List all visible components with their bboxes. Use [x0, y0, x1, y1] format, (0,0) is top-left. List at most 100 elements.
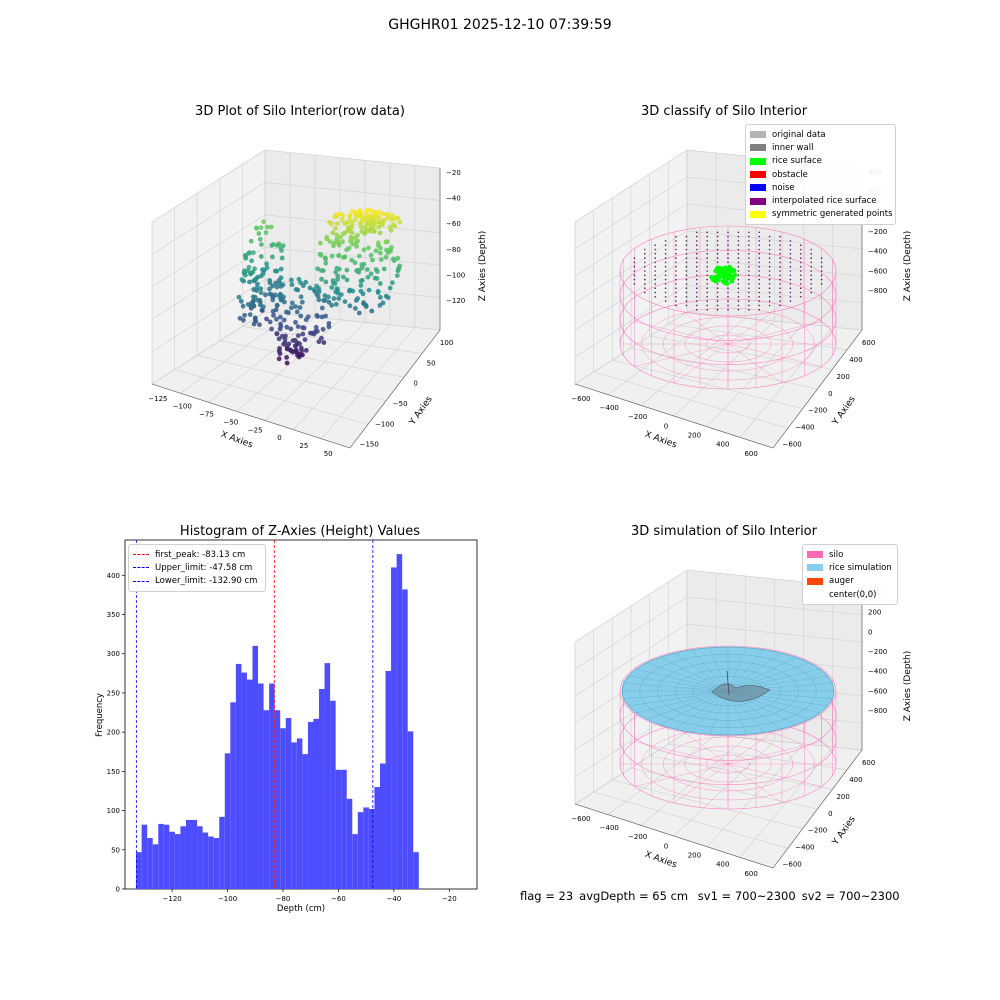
y-tick-label: 100 [107, 807, 120, 815]
y-tick-label: 200 [107, 729, 120, 737]
surface-mesh-line [623, 690, 729, 699]
interpolated-point [748, 270, 750, 272]
data-point [331, 296, 337, 301]
interpolated-point [748, 244, 750, 246]
interpolated-point [727, 291, 729, 294]
interpolated-point [737, 257, 740, 259]
x-tick-label: −40 [386, 895, 401, 903]
data-point [384, 212, 389, 218]
interpolated-point [716, 244, 719, 246]
data-point [380, 211, 385, 217]
interpolated-point [685, 235, 688, 238]
interpolated-point [758, 291, 760, 294]
data-point [311, 287, 317, 292]
data-point [309, 330, 315, 336]
data-point [284, 355, 289, 360]
data-point [257, 322, 262, 328]
y-tick-label: 0 [828, 390, 832, 398]
data-point [390, 256, 396, 262]
data-point [299, 299, 305, 305]
legend-label: symmetric generated points [772, 209, 893, 220]
interpolated-point [675, 291, 677, 294]
data-point [368, 221, 374, 227]
legend-swatch [807, 564, 823, 572]
data-point [326, 324, 332, 330]
surface-mesh-line [646, 690, 729, 720]
x-tick-label: −60 [331, 895, 346, 903]
z-tick-label: 0 [868, 628, 872, 636]
interpolated-point [779, 257, 781, 259]
interpolated-point [685, 240, 688, 242]
interpolated-point [716, 287, 719, 290]
interpolated-point [654, 287, 656, 290]
data-point [381, 266, 387, 272]
interpolated-point [685, 291, 688, 294]
data-point [258, 290, 264, 296]
x-tick-label: −600 [571, 395, 590, 403]
histogram-bar [341, 769, 347, 889]
data-point [254, 225, 259, 231]
data-point [267, 291, 273, 297]
surface-mesh-line [727, 652, 782, 692]
x-tick-label: −100 [173, 403, 192, 411]
rice-point [721, 274, 726, 279]
x-axis-line [574, 803, 774, 869]
data-point [378, 294, 383, 300]
histogram-bar [324, 663, 331, 889]
rice-surface-points [709, 264, 738, 286]
interpolated-point [644, 248, 646, 251]
interpolated-point [789, 300, 792, 302]
interpolated-point [789, 240, 792, 242]
interpolated-point [706, 291, 708, 294]
rice-point [717, 275, 722, 280]
interpolated-point [675, 270, 677, 272]
data-point [323, 279, 329, 285]
data-point [372, 215, 378, 221]
grid-line [574, 623, 863, 697]
data-point [274, 303, 280, 309]
interpolated-point [727, 235, 729, 238]
interpolated-point [737, 300, 740, 302]
data-point [336, 291, 341, 296]
data-point [246, 264, 252, 270]
interpolated-point [664, 265, 667, 268]
interpolated-point [800, 291, 802, 294]
interpolated-point [768, 283, 771, 285]
rice-point [729, 267, 734, 272]
data-point [267, 280, 273, 286]
interpolated-point [654, 291, 656, 294]
x-tick-label: −600 [571, 815, 590, 823]
surface-mesh-line [674, 690, 729, 730]
x-axis-label: X Axies [643, 850, 678, 871]
legend-label: silo [829, 549, 844, 560]
grid-line [293, 324, 391, 430]
x-tick-label: 200 [688, 852, 701, 860]
interpolated-point [789, 261, 792, 264]
legend-swatch [807, 577, 823, 585]
interpolated-point [737, 248, 740, 251]
legend-item-auger: auger [807, 575, 893, 588]
interpolated-point [727, 261, 729, 264]
y-axis-line [772, 329, 863, 449]
data-point [273, 307, 279, 313]
data-point [335, 277, 340, 282]
y-tick-labels: 100 50 0 −50 −100 −150 [360, 339, 454, 448]
legend-swatch [750, 157, 766, 165]
interpolated-point [748, 287, 750, 290]
legend-swatch [750, 171, 766, 179]
interpolated-point [810, 253, 812, 255]
interpolated-point [737, 265, 740, 268]
x-tick-labels: −125 −100 −75 −50 −25 0 25 50 [148, 395, 332, 458]
data-point [264, 261, 269, 267]
silo-floor-spoke [727, 741, 822, 765]
data-point [277, 314, 283, 320]
x-tick-label: 600 [744, 450, 757, 458]
data-point [353, 306, 358, 311]
interpolated-point [633, 265, 636, 268]
legend-label: Upper_limit: -47.58 cm [155, 562, 253, 573]
data-point [286, 341, 292, 347]
y-tick-label: 50 [427, 359, 436, 367]
y-tick-label: −600 [783, 861, 802, 869]
interpolated-point [727, 296, 729, 298]
interpolated-point [800, 274, 802, 277]
